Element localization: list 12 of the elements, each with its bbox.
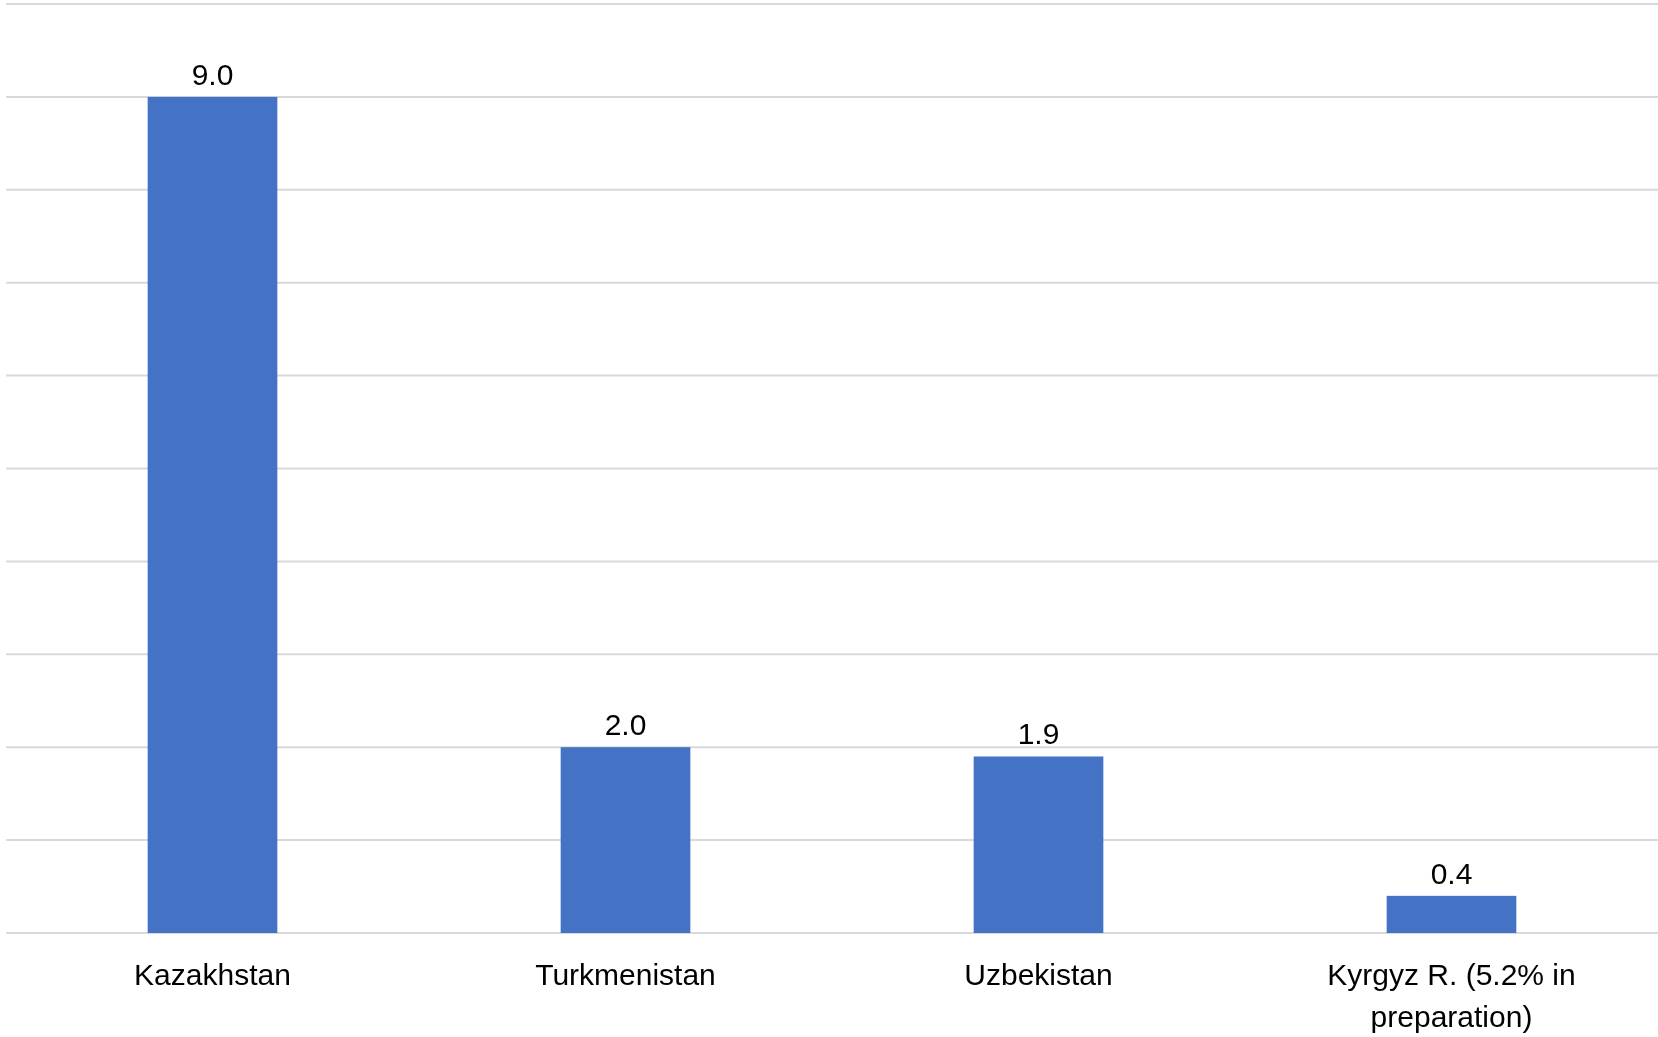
data-label: 2.0	[604, 708, 647, 742]
bar	[1386, 895, 1517, 933]
bar	[560, 747, 691, 933]
x-tick-label: Kyrgyz R. (5.2% in preparation)	[1327, 958, 1576, 1033]
x-tick-label: Uzbekistan	[964, 958, 1113, 991]
data-label: 0.4	[1430, 856, 1473, 890]
bar	[147, 96, 278, 933]
x-tick-label: Turkmenistan	[535, 958, 716, 991]
x-tick-label: Kazakhstan	[134, 958, 291, 991]
data-label: 9.0	[191, 57, 234, 91]
bar	[973, 756, 1104, 933]
data-label: 1.9	[1017, 717, 1060, 751]
